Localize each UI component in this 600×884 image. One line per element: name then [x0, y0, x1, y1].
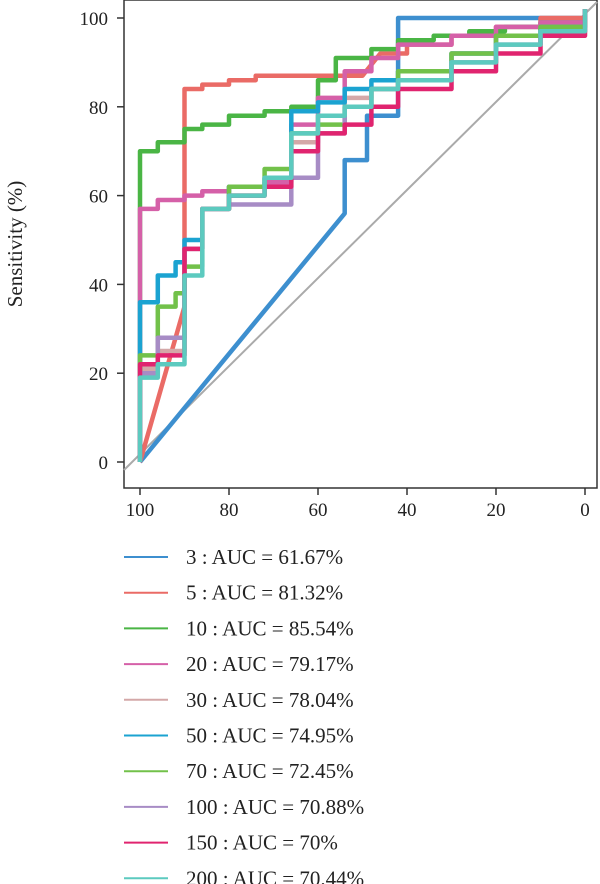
y-axis-title: Sensitivity (%): [3, 181, 27, 308]
legend-label: 10 : AUC = 85.54%: [186, 616, 354, 640]
y-tick-label: 20: [89, 364, 108, 385]
y-tick-label: 40: [89, 275, 108, 296]
x-axis: 100 80 60 40 20 0: [126, 488, 590, 521]
legend: 3 : AUC = 61.67% 5 : AUC = 81.32% 10 : AUC…: [124, 545, 364, 884]
y-tick-label: 60: [89, 187, 108, 208]
x-tick-label: 60: [309, 500, 328, 521]
legend-label: 20 : AUC = 79.17%: [186, 652, 354, 676]
x-tick-label: 80: [220, 500, 239, 521]
legend-label: 100 : AUC = 70.88%: [186, 795, 364, 819]
y-tick-label: 100: [80, 9, 109, 30]
legend-label: 50 : AUC = 74.95%: [186, 724, 354, 748]
y-tick-label: 0: [99, 453, 109, 474]
series-line-9: [137, 9, 588, 462]
series-line-8: [137, 9, 588, 462]
plot-frame: [123, 0, 598, 489]
y-axis: 0 20 40 60 80 100: [80, 9, 124, 474]
series-line-1: [137, 9, 588, 463]
legend-label: 30 : AUC = 78.04%: [186, 688, 354, 712]
x-tick-label: 100: [126, 500, 155, 521]
y-tick-label: 80: [89, 98, 108, 119]
series-line-0: [138, 9, 588, 464]
legend-label: 200 : AUC = 70.44%: [186, 866, 364, 884]
series-lines: [137, 9, 588, 464]
legend-label: 3 : AUC = 61.67%: [186, 545, 343, 569]
reference-diagonal: [123, 1, 598, 471]
x-tick-label: 20: [487, 500, 506, 521]
legend-label: 5 : AUC = 81.32%: [186, 581, 343, 605]
x-tick-label: 0: [580, 500, 590, 521]
x-tick-label: 40: [398, 500, 417, 521]
legend-label: 70 : AUC = 72.45%: [186, 759, 354, 783]
legend-label: 150 : AUC = 70%: [186, 831, 338, 855]
series-line-2: [137, 9, 588, 462]
